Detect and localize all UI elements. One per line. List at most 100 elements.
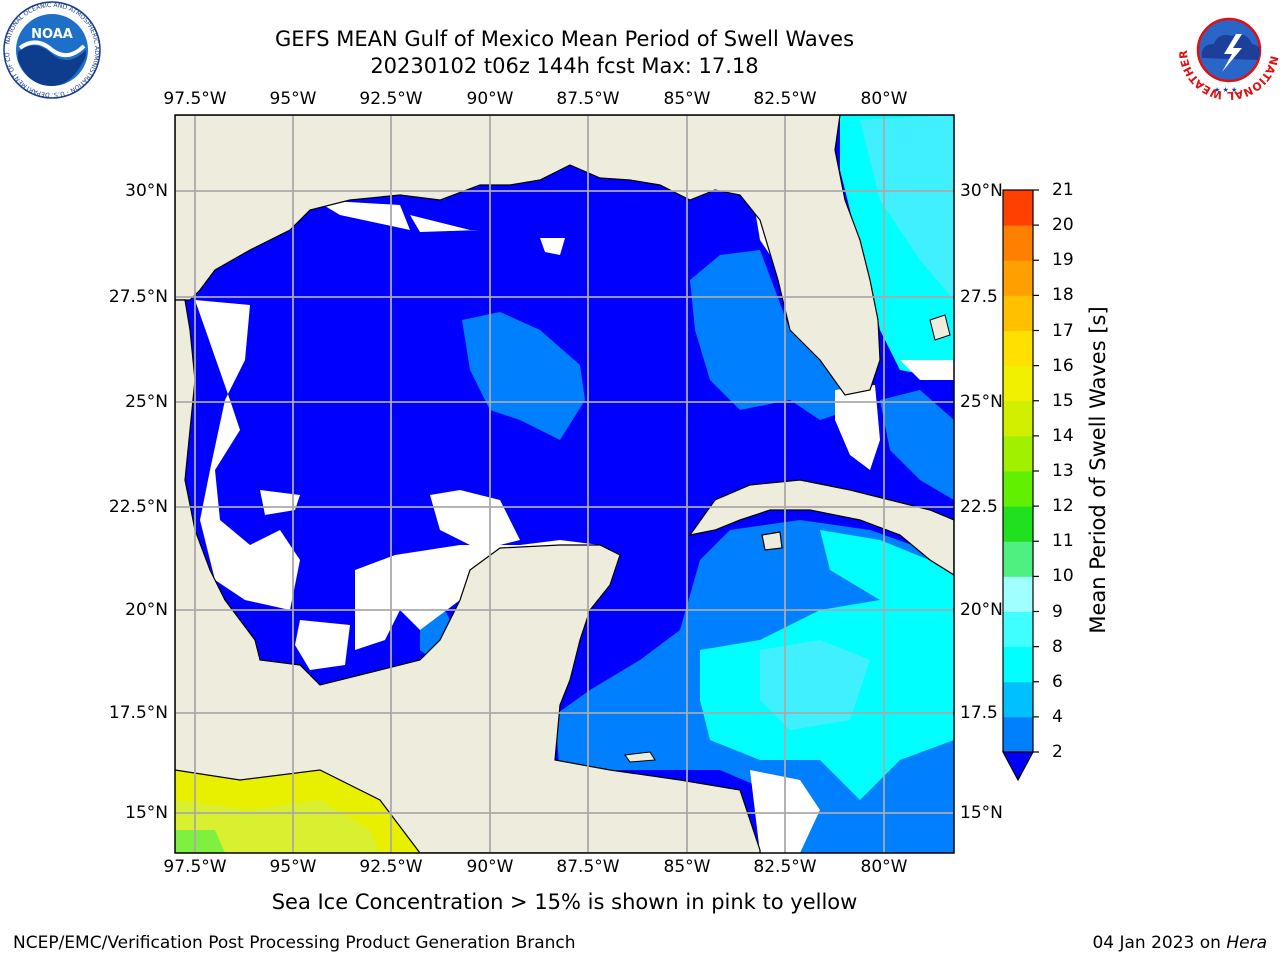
lon-tick-label-bottom: 97.5°W: [163, 857, 227, 877]
lat-tick-label-left: 17.5°N: [108, 703, 168, 723]
lon-tick-label-top: 87.5°W: [556, 89, 620, 109]
colorbar-tick-label: 18: [1052, 285, 1074, 306]
land-jamaica: [624, 751, 656, 763]
colorbar-segment: [1003, 576, 1033, 612]
lat-tick-label-right: 30°N: [960, 181, 1003, 201]
colorbar-tick-label: 6: [1052, 671, 1063, 692]
colorbar-segment: [1003, 435, 1033, 472]
colorbar-tick-label: 16: [1052, 355, 1074, 376]
colorbar-segment: [1003, 646, 1033, 683]
nodata-mask: [260, 490, 300, 515]
colorbar-segment: [1003, 541, 1033, 577]
map-gridlines: [175, 115, 954, 853]
swell-zone-mid: [462, 312, 585, 440]
noaa-logo: NATIONAL OCEANIC AND ATMOSPHERIC ADMINIS…: [2, 0, 101, 99]
lat-tick-label-left: 15°N: [125, 803, 168, 823]
colorbar-tick-label: 4: [1052, 706, 1063, 727]
colorbar-tick-label: 21: [1052, 180, 1074, 200]
colorbar-segment: [1003, 506, 1033, 542]
colorbar-segment: [1003, 716, 1033, 753]
nodata-mask: [540, 238, 565, 255]
colorbar: [1001, 189, 1039, 782]
swell-zone-mid: [690, 250, 850, 420]
colorbar-tick-label: 11: [1052, 531, 1074, 552]
footer-date-text: 04 Jan 2023 on: [1092, 933, 1227, 953]
lat-tick-label-right: 15°N: [960, 803, 1003, 823]
land-cuba: [688, 479, 954, 576]
colorbar-tick-label: 13: [1052, 461, 1074, 481]
nodata-mask: [195, 300, 300, 610]
swell-zone-mid: [880, 390, 954, 500]
colorbar-segment: [1003, 295, 1033, 331]
colorbar-tick-label: 10: [1052, 566, 1074, 587]
lat-tick-label-left: 30°N: [125, 181, 168, 201]
nodata-mask: [295, 620, 350, 670]
lon-tick-label-bottom: 87.5°W: [556, 857, 620, 877]
nodata-mask: [410, 215, 480, 232]
lat-tick-label-left: 22.5°N: [108, 497, 168, 517]
lon-tick-label-top: 95°W: [269, 89, 317, 109]
colorbar-segment: [1003, 190, 1033, 226]
lon-tick-label-bottom: 85°W: [663, 857, 711, 877]
sea-ice-caption: Sea Ice Concentration > 15% is shown in …: [271, 890, 858, 914]
colorbar-segment: [1003, 260, 1033, 296]
colorbar-tick-label: 17: [1052, 320, 1074, 341]
land-bahamas: [929, 314, 951, 341]
colorbar-label: Mean Period of Swell Waves [s]: [1086, 306, 1110, 634]
lat-tick-label-right: 27.5: [960, 287, 998, 307]
lon-tick-label-bottom: 90°W: [466, 857, 514, 877]
lon-tick-label-top: 90°W: [466, 89, 514, 109]
chart-subtitle: 20230102 t06z 144h fcst Max: 17.18: [370, 54, 759, 78]
lat-tick-label-right: 17.5: [960, 703, 998, 723]
footer-date: 04 Jan 2023 on Hera: [1092, 933, 1267, 953]
lat-tick-label-right: 22.5: [960, 497, 998, 517]
colorbar-tick-label: 14: [1052, 425, 1074, 446]
lat-tick-label-right: 20°N: [960, 600, 1003, 620]
colorbar-extend-arrow: [1001, 751, 1035, 782]
lon-tick-label-top: 97.5°W: [163, 89, 227, 109]
colorbar-tick-label: 8: [1052, 636, 1063, 657]
colorbar-segment: [1003, 225, 1033, 261]
lon-tick-label-bottom: 82.5°W: [753, 857, 817, 877]
land-isle-of-youth: [761, 531, 783, 551]
lat-tick-label-left: 27.5°N: [108, 287, 168, 307]
lon-tick-label-top: 82.5°W: [753, 89, 817, 109]
lat-tick-label-right: 25°N: [960, 392, 1003, 412]
nws-stars: ★ ★ ★: [1214, 86, 1237, 94]
colorbar-tick-label: 19: [1052, 250, 1074, 271]
land-mexico: [175, 299, 761, 853]
colorbar-tick-label: 2: [1052, 742, 1063, 762]
colorbar-tick-label: 20: [1052, 215, 1074, 236]
swell-zone-light: [820, 530, 954, 600]
lon-tick-label-bottom: 92.5°W: [359, 857, 423, 877]
colorbar-segment: [1003, 681, 1033, 718]
nodata-mask: [315, 200, 410, 230]
lon-tick-label-top: 92.5°W: [359, 89, 423, 109]
nws-logo: NATIONAL WEATHER SERVICE ★ ★ ★: [1178, 0, 1280, 100]
noaa-logo-text: NOAA: [31, 27, 73, 42]
land-us-gulf-coast: [175, 115, 881, 396]
colorbar-segment: [1003, 330, 1033, 367]
colorbar-tick-label: 9: [1052, 601, 1063, 622]
lat-tick-label-left: 20°N: [125, 600, 168, 620]
map-frame: [174, 114, 955, 854]
colorbar-tick-label: 12: [1052, 496, 1074, 517]
colorbar-segment: [1003, 471, 1033, 507]
lon-tick-label-top: 80°W: [860, 89, 908, 109]
colorbar-tick-label: 15: [1052, 390, 1074, 411]
colorbar-segment: [1003, 365, 1033, 402]
footer-host: Hera: [1226, 933, 1267, 953]
nodata-mask: [835, 385, 880, 470]
colorbar-segment: [1003, 611, 1033, 648]
sea-ice-zone: [175, 830, 225, 853]
colorbar-segment: [1003, 400, 1033, 437]
lat-tick-label-left: 25°N: [125, 392, 168, 412]
nodata-mask: [900, 360, 954, 380]
lon-tick-label-top: 85°W: [663, 89, 711, 109]
nodata-mask: [430, 490, 520, 550]
lon-tick-label-bottom: 95°W: [269, 857, 317, 877]
swell-zone-pale: [760, 640, 870, 730]
lon-tick-label-bottom: 80°W: [860, 857, 908, 877]
nodata-mask: [355, 540, 610, 650]
